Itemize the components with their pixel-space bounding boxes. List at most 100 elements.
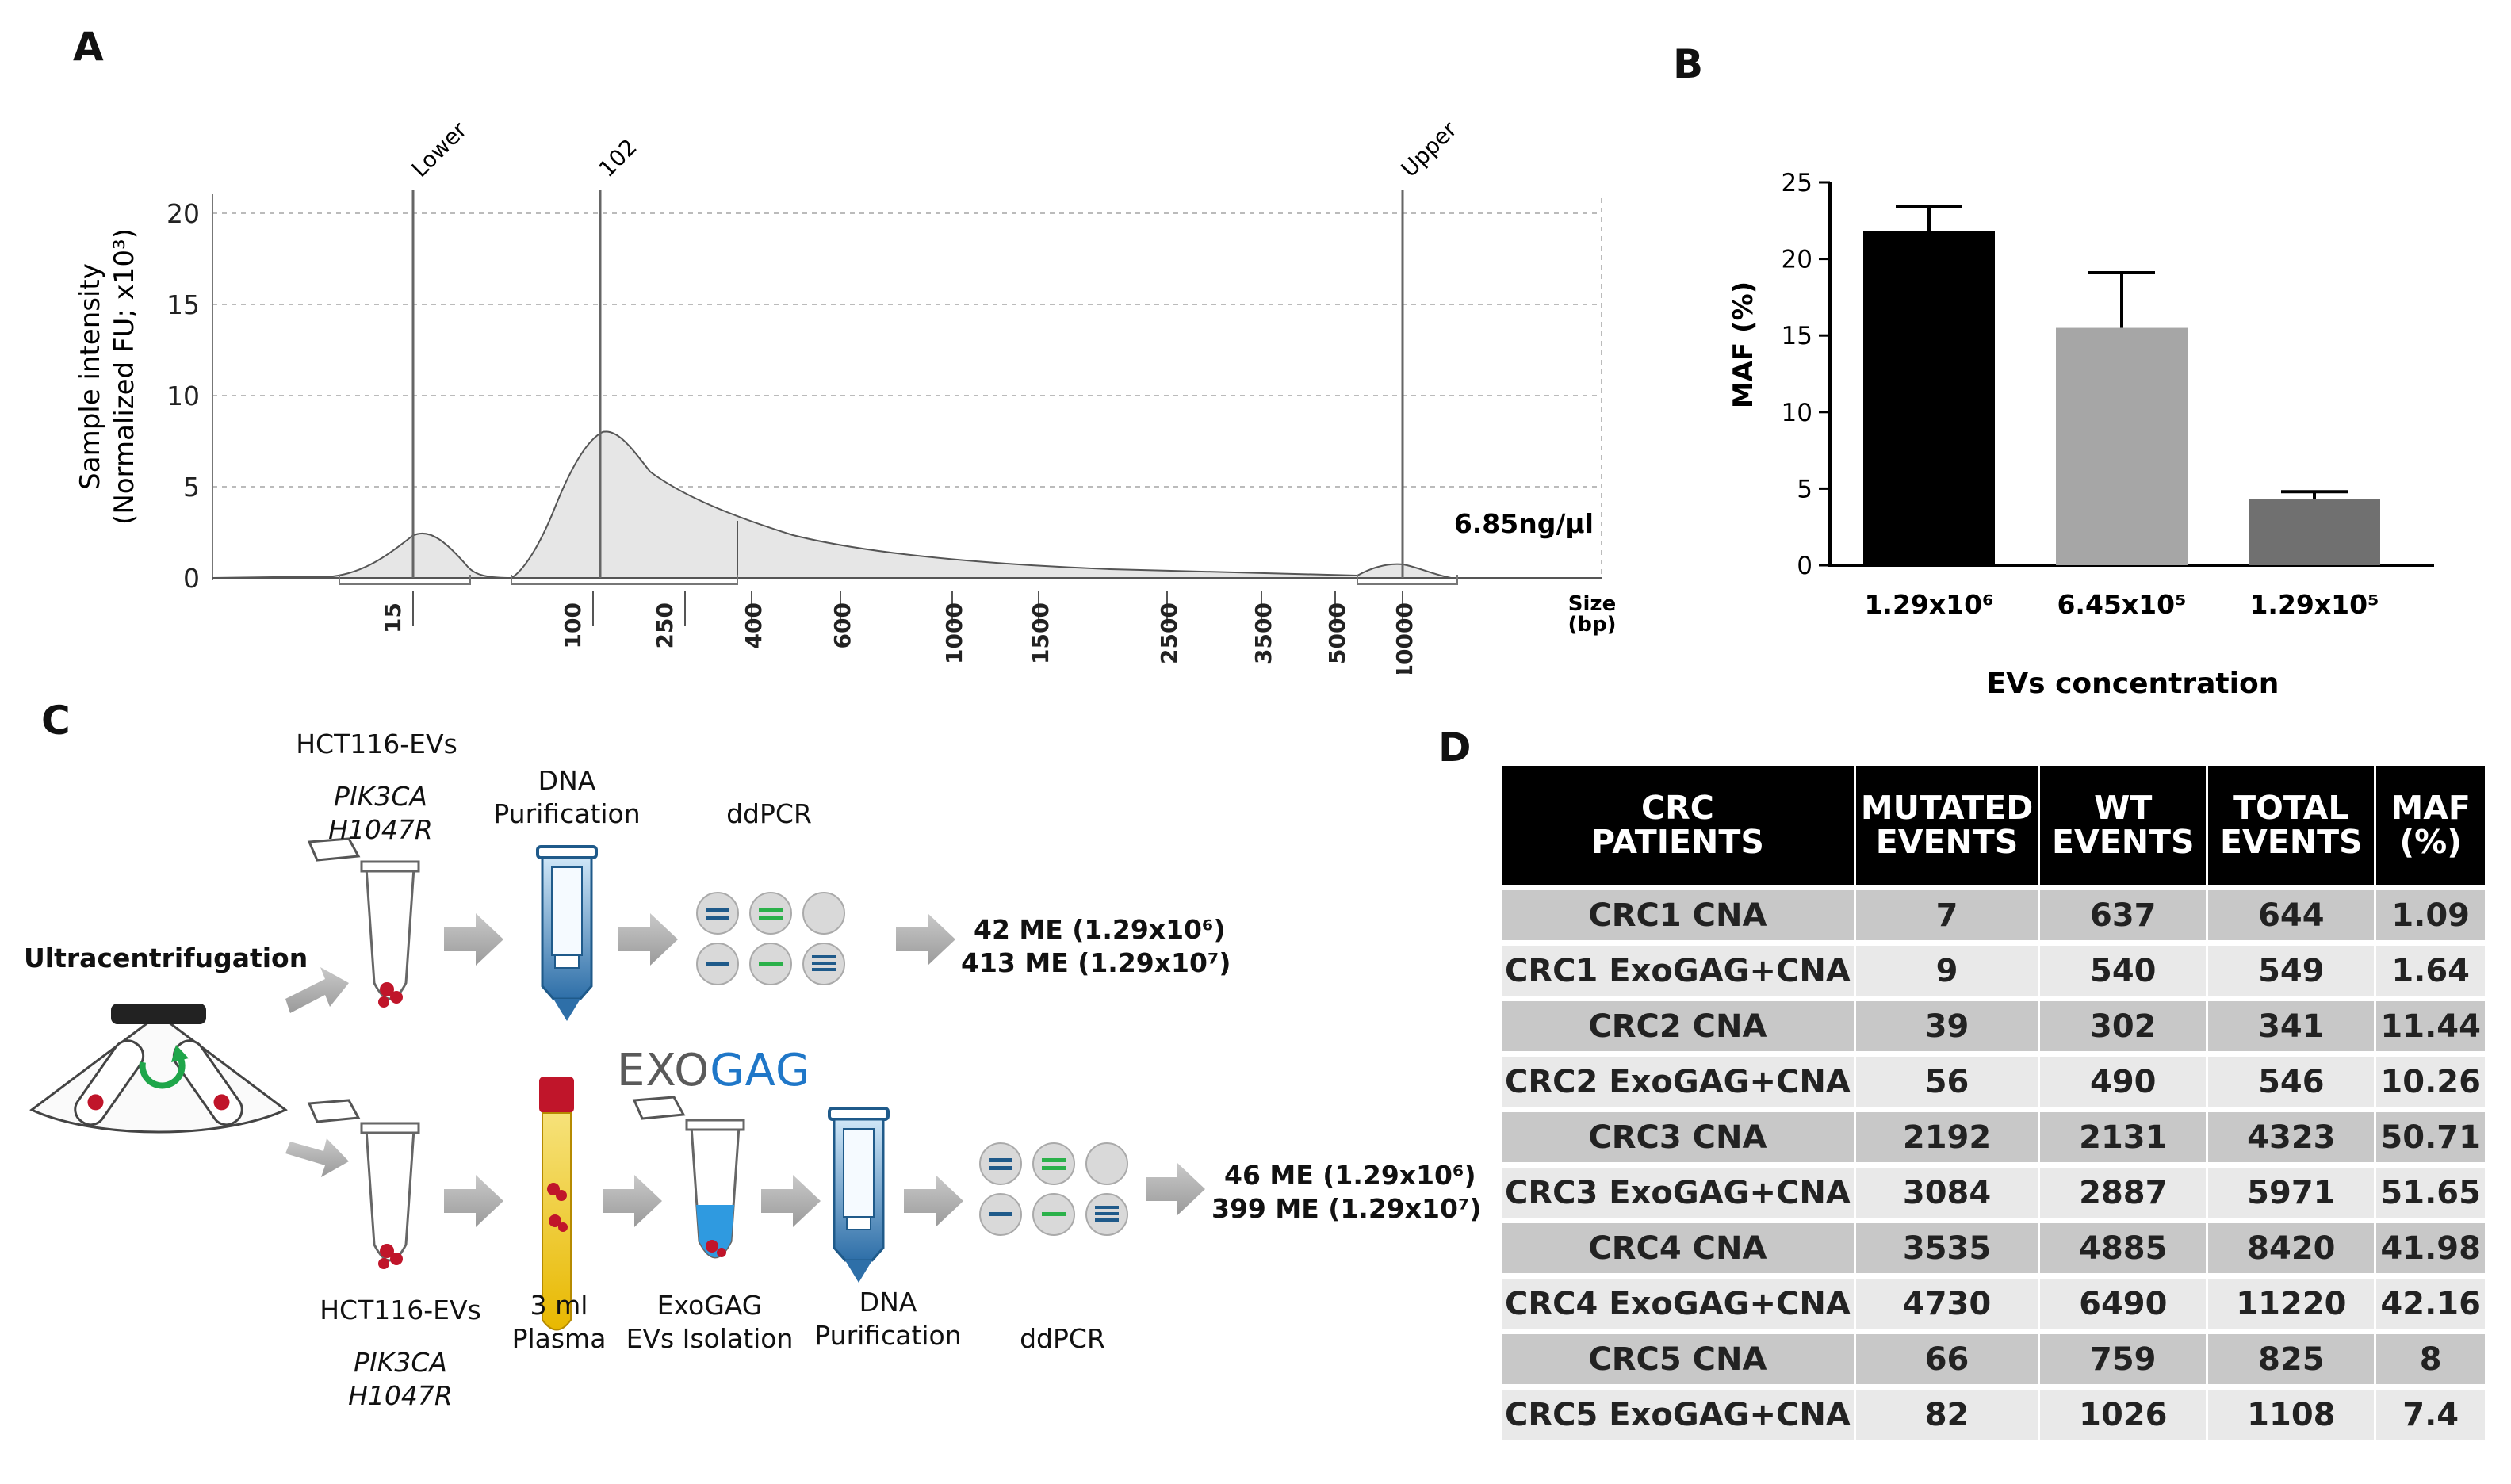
dna-column-icon bbox=[536, 845, 598, 1021]
table-cell: 10.26 bbox=[2376, 1051, 2485, 1107]
table-cell: 2192 bbox=[1855, 1107, 2041, 1162]
plasma-tube-icon bbox=[539, 1077, 574, 1331]
table-row: CRC2 ExoGAG+CNA 56 490 546 10.26 bbox=[1502, 1051, 2485, 1107]
c-bottom-source: HCT116-EVs bbox=[320, 1295, 481, 1325]
arrow-icon bbox=[603, 1175, 662, 1227]
table-cell: 11.44 bbox=[2376, 996, 2485, 1051]
c-dna-2: Purification bbox=[493, 798, 641, 829]
ea-size-tickmarks bbox=[412, 591, 1403, 626]
droplet-grid-icon bbox=[696, 892, 845, 985]
b-ytick-label: 0 bbox=[1797, 552, 1812, 580]
b-ytick-label: 15 bbox=[1782, 322, 1812, 350]
ea-ytick: 10 bbox=[167, 381, 200, 411]
ea-size-label-2: (bp) bbox=[1568, 613, 1617, 637]
table-cell: 490 bbox=[2040, 1051, 2209, 1107]
patients-table: CRC PATIENTS MUTATED EVENTS WT EVENTS TOTAL… bbox=[1502, 766, 2485, 1440]
b-xtick-label: 1.29x10⁶ bbox=[1864, 589, 1993, 620]
ea-size-tick: 5000 bbox=[1324, 602, 1350, 664]
c-dna2-2: Purification bbox=[814, 1320, 962, 1351]
table-row: CRC5 ExoGAG+CNA 82 1026 1108 7.4 bbox=[1502, 1384, 2485, 1440]
ea-size-tick: 400 bbox=[741, 602, 767, 648]
table-cell: 4885 bbox=[2040, 1218, 2209, 1273]
table-cell: 41.98 bbox=[2376, 1218, 2485, 1273]
table-cell: CRC4 CNA bbox=[1502, 1218, 1856, 1273]
table-cell: CRC1 ExoGAG+CNA bbox=[1502, 940, 1856, 996]
table-cell: 9 bbox=[1855, 940, 2041, 996]
exogag-tube-icon bbox=[632, 1096, 745, 1259]
arrow-icon bbox=[618, 913, 678, 966]
th-total: TOTAL EVENTS bbox=[2208, 766, 2377, 885]
table-cell: 341 bbox=[2208, 996, 2377, 1051]
table-cell: 1.64 bbox=[2376, 940, 2485, 996]
table-cell: 4730 bbox=[1855, 1273, 2041, 1329]
table-header-row: CRC PATIENTS MUTATED EVENTS WT EVENTS TOTAL… bbox=[1502, 766, 2485, 885]
c-top-gene-2: H1047R bbox=[328, 814, 433, 845]
ea-trace bbox=[212, 430, 1602, 579]
ea-size-tick: 15 bbox=[380, 602, 406, 633]
table-cell: 5971 bbox=[2208, 1162, 2377, 1218]
b-bar bbox=[2056, 327, 2188, 565]
b-xtick-label: 6.45x10⁵ bbox=[2057, 589, 2186, 620]
table-cell: 8 bbox=[2376, 1329, 2485, 1384]
table-cell: 39 bbox=[1855, 996, 2041, 1051]
b-xtick-label: 1.29x10⁵ bbox=[2249, 589, 2379, 620]
ea-peak-label: Upper bbox=[1396, 116, 1463, 182]
table-cell: 50.71 bbox=[2376, 1107, 2485, 1162]
table-cell: CRC4 ExoGAG+CNA bbox=[1502, 1273, 1856, 1329]
table-cell: 549 bbox=[2208, 940, 2377, 996]
table-cell: 759 bbox=[2040, 1329, 2209, 1384]
table-cell: 56 bbox=[1855, 1051, 2041, 1107]
table-row: CRC3 CNA 2192 2131 4323 50.71 bbox=[1502, 1107, 2485, 1162]
b-bar bbox=[1863, 231, 1995, 565]
table-cell: 66 bbox=[1855, 1329, 2041, 1384]
table-row: CRC3 ExoGAG+CNA 3084 2887 5971 51.65 bbox=[1502, 1162, 2485, 1218]
th-maf: MAF (%) bbox=[2376, 766, 2485, 885]
th-patients: CRC PATIENTS bbox=[1502, 766, 1856, 885]
c-top-source: HCT116-EVs bbox=[296, 729, 457, 759]
arrow-icon bbox=[444, 1175, 503, 1227]
c-ddpcr: ddPCR bbox=[726, 798, 812, 829]
c-dna-1: DNA bbox=[538, 765, 596, 796]
arrow-icon bbox=[1146, 1163, 1205, 1215]
table-cell: 540 bbox=[2040, 940, 2209, 996]
th-mutated: MUTATED EVENTS bbox=[1855, 766, 2041, 885]
arrow-icon bbox=[761, 1175, 821, 1227]
table-cell: 1108 bbox=[2208, 1384, 2377, 1440]
ea-size-label-1: Size bbox=[1568, 592, 1616, 616]
table-row: CRC1 ExoGAG+CNA 9 540 549 1.64 bbox=[1502, 940, 2485, 996]
table-cell: 825 bbox=[2208, 1329, 2377, 1384]
panel-label-d: D bbox=[1438, 725, 1472, 771]
arrow-icon bbox=[285, 967, 349, 1013]
table-cell: CRC3 ExoGAG+CNA bbox=[1502, 1162, 1856, 1218]
c-top-result-2: 413 ME (1.29x10⁷) bbox=[961, 947, 1231, 978]
table-cell: 42.16 bbox=[2376, 1273, 2485, 1329]
table-cell: 8420 bbox=[2208, 1218, 2377, 1273]
panel-label-c: C bbox=[41, 698, 71, 744]
table-cell: 3084 bbox=[1855, 1162, 2041, 1218]
ea-ytick: 20 bbox=[167, 198, 200, 229]
exogag-logo-exo: EXO bbox=[617, 1045, 710, 1096]
ea-concentration: 6.85ng/µl bbox=[1454, 508, 1594, 539]
b-ytick-label: 5 bbox=[1797, 475, 1812, 503]
b-ylabel: MAF (%) bbox=[1728, 281, 1759, 408]
ea-ytick: 15 bbox=[167, 289, 200, 320]
ea-ytick: 5 bbox=[183, 472, 200, 503]
ea-gridlines bbox=[212, 198, 1602, 579]
table-cell: 51.65 bbox=[2376, 1162, 2485, 1218]
b-ytick-label: 25 bbox=[1782, 169, 1812, 197]
c-ultracentrifugation: Ultracentrifugation bbox=[24, 943, 308, 973]
b-bar bbox=[2249, 499, 2380, 565]
ea-size-tick: 100 bbox=[560, 602, 586, 648]
panel-label-a: A bbox=[73, 24, 104, 70]
table-cell: 637 bbox=[2040, 885, 2209, 940]
ea-ytick: 0 bbox=[183, 563, 200, 594]
c-bottom-gene-2: H1047R bbox=[348, 1380, 453, 1411]
ea-size-tick: 1500 bbox=[1028, 602, 1054, 664]
table-cell: 1026 bbox=[2040, 1384, 2209, 1440]
eppendorf-tube-icon bbox=[307, 837, 420, 1008]
c-plasma-2: Plasma bbox=[511, 1323, 607, 1354]
panel-label-b: B bbox=[1673, 41, 1704, 87]
ea-size-tick: 250 bbox=[652, 602, 678, 648]
c-plasma-1: 3 ml bbox=[530, 1290, 588, 1321]
table-cell: 3535 bbox=[1855, 1218, 2041, 1273]
